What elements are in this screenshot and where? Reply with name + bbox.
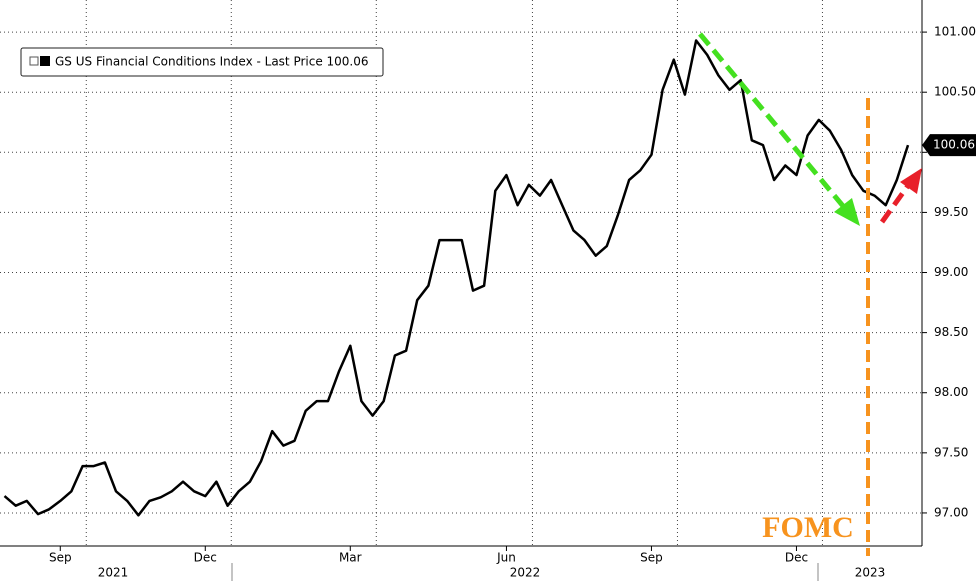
x-tick-label: Jun (496, 551, 516, 565)
x-tick-label: Dec (194, 551, 217, 565)
y-tick-label: 99.50 (934, 205, 968, 219)
year-label: 2021 (98, 566, 129, 580)
x-tick-label: Mar (339, 551, 362, 565)
plot (3, 39, 910, 517)
trend-arrow-down (698, 32, 860, 226)
y-tick-label: 97.50 (934, 445, 968, 459)
x-tick-label: Sep (49, 551, 72, 565)
x-tick-label: Dec (785, 551, 808, 565)
trend-arrow-up (879, 168, 922, 224)
annotation: FOMC (762, 511, 854, 544)
last-price-tag (922, 134, 976, 157)
last-price-label: 100.06 (933, 138, 975, 152)
year-label: 2023 (855, 566, 886, 580)
y-tick-label: 98.00 (934, 385, 968, 399)
legend-label: GS US Financial Conditions Index - Last … (55, 55, 369, 69)
y-tick-label: 101.00 (934, 25, 976, 39)
line-series (3, 39, 910, 517)
legend: GS US Financial Conditions Index - Last … (20, 47, 384, 77)
grid (0, 0, 922, 546)
year-label: 2022 (510, 566, 541, 580)
y-tick-label: 98.50 (934, 325, 968, 339)
y-tick-label: 97.00 (934, 505, 968, 519)
y-tick-label: 99.00 (934, 265, 968, 279)
y-tick-label: 100.50 (934, 85, 976, 99)
x-tick-label: Sep (640, 551, 663, 565)
